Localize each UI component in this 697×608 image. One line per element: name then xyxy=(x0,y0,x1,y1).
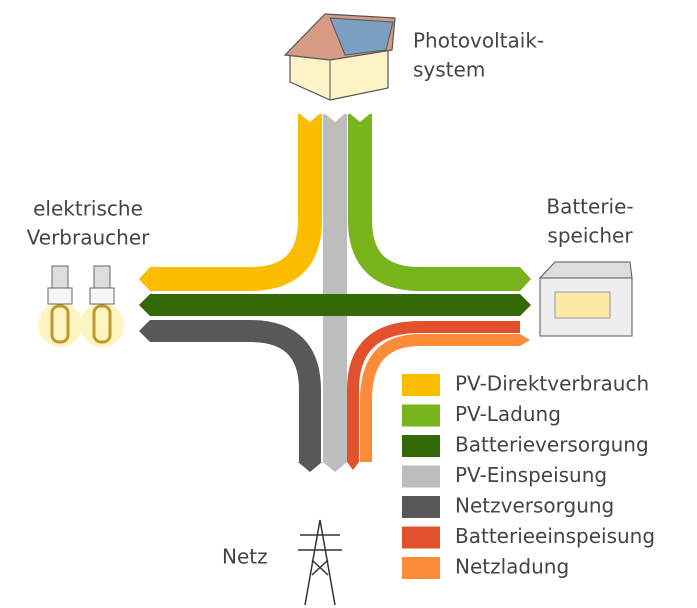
node-label: system xyxy=(413,58,485,82)
flow xyxy=(360,114,520,279)
legend-label: Netzladung xyxy=(455,555,569,579)
legend-swatch xyxy=(402,466,440,488)
legend-label: PV-Ladung xyxy=(455,402,561,426)
flow-arrow xyxy=(520,334,530,346)
house-icon xyxy=(285,14,395,100)
flow-arrow xyxy=(520,294,531,316)
flow xyxy=(150,331,310,462)
flow-arrow xyxy=(139,294,150,316)
flow-arrow xyxy=(139,320,150,342)
flow-arrow xyxy=(323,462,347,472)
legend-swatch xyxy=(402,496,440,518)
legend-label: Batterieeinspeisung xyxy=(455,524,655,548)
flow xyxy=(150,114,310,279)
flow-notch xyxy=(360,462,372,472)
pylon-icon xyxy=(298,520,342,605)
node-label: Netz xyxy=(222,545,268,569)
flow-notch xyxy=(520,321,531,333)
node-label: Verbraucher xyxy=(27,226,150,250)
legend-label: PV-Einspeisung xyxy=(455,463,607,487)
flow-arrow xyxy=(347,462,359,470)
legend: PV-Direktverbrauch PV-Ladung Batterieverso… xyxy=(402,372,655,580)
node-label: Batterie- xyxy=(546,195,633,219)
legend-swatch xyxy=(402,435,440,457)
flow-arrow xyxy=(298,462,322,472)
bulb-icons xyxy=(38,266,124,347)
node-label: elektrische xyxy=(33,197,143,221)
flow-arrow xyxy=(520,267,531,291)
legend-label: PV-Direktverbrauch xyxy=(455,372,649,396)
legend-label: Batterieversorgung xyxy=(455,433,649,457)
energy-flow-diagram: Photovoltaik-system elektrische Verbrauche… xyxy=(0,0,697,608)
node-label: Photovoltaik- xyxy=(413,29,544,53)
flow-arrow xyxy=(139,267,150,291)
battery-icon xyxy=(540,262,632,336)
node-label: speicher xyxy=(547,224,633,248)
legend-swatch xyxy=(402,557,440,579)
legend-swatch xyxy=(402,405,440,427)
legend-swatch xyxy=(402,374,440,396)
legend-swatch xyxy=(402,527,440,549)
legend-label: Netzversorgung xyxy=(455,494,614,518)
